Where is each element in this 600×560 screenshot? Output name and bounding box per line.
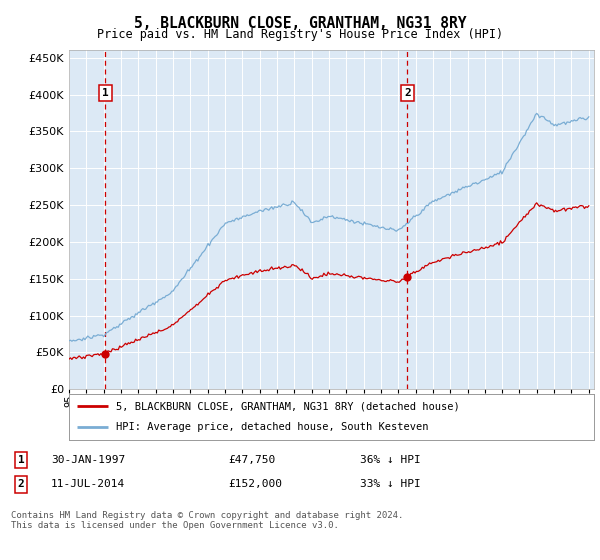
Text: 11-JUL-2014: 11-JUL-2014 — [51, 479, 125, 489]
Text: Contains HM Land Registry data © Crown copyright and database right 2024.
This d: Contains HM Land Registry data © Crown c… — [11, 511, 403, 530]
Text: 5, BLACKBURN CLOSE, GRANTHAM, NG31 8RY: 5, BLACKBURN CLOSE, GRANTHAM, NG31 8RY — [134, 16, 466, 31]
Text: £47,750: £47,750 — [228, 455, 275, 465]
Text: 5, BLACKBURN CLOSE, GRANTHAM, NG31 8RY (detached house): 5, BLACKBURN CLOSE, GRANTHAM, NG31 8RY (… — [116, 401, 460, 411]
Text: £152,000: £152,000 — [228, 479, 282, 489]
Text: 2: 2 — [17, 479, 25, 489]
Text: Price paid vs. HM Land Registry's House Price Index (HPI): Price paid vs. HM Land Registry's House … — [97, 28, 503, 41]
Text: HPI: Average price, detached house, South Kesteven: HPI: Average price, detached house, Sout… — [116, 422, 429, 432]
Text: 30-JAN-1997: 30-JAN-1997 — [51, 455, 125, 465]
Text: 1: 1 — [101, 88, 109, 98]
Text: 2: 2 — [404, 88, 411, 98]
Text: 1: 1 — [17, 455, 25, 465]
Text: 36% ↓ HPI: 36% ↓ HPI — [360, 455, 421, 465]
Text: 33% ↓ HPI: 33% ↓ HPI — [360, 479, 421, 489]
